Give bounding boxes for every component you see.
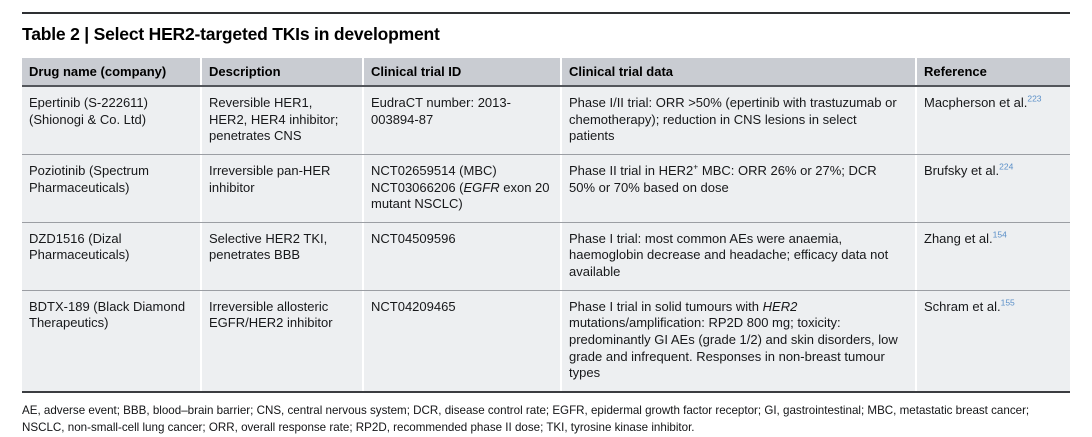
cell-reference: Zhang et al.154 (915, 222, 1070, 290)
cell-description: Irreversible pan-HER inhibitor (200, 154, 362, 222)
cell-clinical-trial-id: EudraCT number: 2013-003894-87 (362, 87, 560, 154)
data-table: Drug name (company) Description Clinical… (22, 58, 1070, 393)
cell-clinical-trial-id: NCT02659514 (MBC) NCT03066206 (EGFR exon … (362, 154, 560, 222)
cell-clinical-trial-id: NCT04209465 (362, 290, 560, 391)
table-row: DZD1516 (Dizal Pharmaceuticals) Selectiv… (22, 221, 1070, 290)
column-header-drug-name: Drug name (company) (29, 64, 167, 79)
cell-description: Selective HER2 TKI, penetrates BBB (200, 222, 362, 290)
text-run: MBC: ORR 26% or 27%; DCR 50% or 70% base… (569, 162, 877, 195)
text-run: EGFR (463, 179, 500, 195)
text-run: Zhang et al. (924, 230, 993, 246)
table-header-row: Drug name (company) Description Clinical… (22, 58, 1070, 87)
text-run: NCT02659514 (MBC) (371, 162, 497, 178)
text-run: NCT03066206 ( (371, 179, 464, 195)
cell-drug-name: Poziotinib (Spectrum Pharmaceuticals) (29, 162, 149, 195)
cell-drug-name: BDTX-189 (Black Diamond Therapeutics) (29, 298, 186, 331)
top-rule (22, 12, 1070, 14)
table-row: Poziotinib (Spectrum Pharmaceuticals) Ir… (22, 153, 1070, 222)
table-row: Epertinib (S-222611) (Shionogi & Co. Ltd… (22, 87, 1070, 154)
text-run: + (693, 161, 699, 172)
reference-citation-link[interactable]: 223 (1027, 93, 1042, 104)
cell-clinical-trial-data: Phase I trial in solid tumours with HER2… (560, 290, 915, 391)
column-header-clinical-trial-id: Clinical trial ID (362, 58, 560, 85)
reference-citation-link[interactable]: 154 (992, 229, 1007, 240)
column-header-clinical-trial-data: Clinical trial data (560, 58, 915, 85)
text-run: Brufsky et al. (924, 162, 1000, 178)
reference-citation-link[interactable]: 224 (999, 161, 1014, 172)
cell-reference: Brufsky et al.224 (915, 154, 1070, 222)
cell-clinical-trial-data: Phase II trial in HER2+ MBC: ORR 26% or … (560, 154, 915, 222)
table-footnote: AE, adverse event; BBB, blood–brain barr… (22, 403, 1030, 435)
cell-clinical-trial-id: NCT04509596 (362, 222, 560, 290)
text-run: Macpherson et al. (924, 95, 1028, 110)
table-body: Epertinib (S-222611) (Shionogi & Co. Ltd… (22, 87, 1070, 391)
cell-description: Reversible HER1, HER2, HER4 inhibitor; p… (200, 87, 362, 154)
cell-clinical-trial-data: Phase I/II trial: ORR >50% (epertinib wi… (560, 87, 915, 154)
cell-reference: Macpherson et al.223 (915, 87, 1070, 154)
cell-drug-name: Epertinib (S-222611) (Shionogi & Co. Ltd… (29, 95, 148, 127)
text-run: HER2 (762, 298, 798, 314)
cell-clinical-trial-data: Phase I trial: most common AEs were anae… (560, 222, 915, 290)
table-title: Table 2 | Select HER2-targeted TKIs in d… (22, 24, 440, 44)
table-row: BDTX-189 (Black Diamond Therapeutics) Ir… (22, 289, 1070, 391)
text-run: exon 20 mutant NSCLC) (371, 179, 550, 212)
cell-reference: Schram et al.155 (915, 290, 1070, 391)
cell-drug-name: DZD1516 (Dizal Pharmaceuticals) (29, 230, 130, 263)
text-run: Phase I trial in solid tumours with (569, 298, 763, 314)
text-run: Schram et al. (924, 298, 1001, 314)
cell-description: Irreversible allosteric EGFR/HER2 inhibi… (200, 290, 362, 391)
column-header-description: Description (200, 58, 362, 85)
text-run: mutations/amplification: RP2D 800 mg; to… (569, 315, 898, 381)
column-header-reference: Reference (915, 58, 1070, 85)
text-run: Phase II trial in HER2 (569, 162, 694, 178)
reference-citation-link[interactable]: 155 (1000, 297, 1015, 308)
